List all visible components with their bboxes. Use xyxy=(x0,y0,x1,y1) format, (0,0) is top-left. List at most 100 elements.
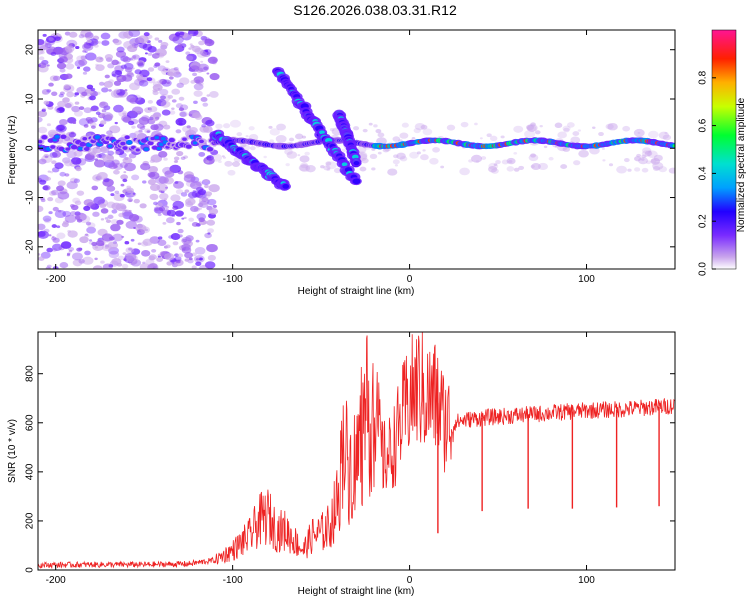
spectral-blob xyxy=(189,43,193,46)
spectral-blob xyxy=(554,145,558,148)
spectral-blob xyxy=(422,149,426,152)
spectral-blob xyxy=(126,187,134,194)
spectral-blob xyxy=(51,243,63,251)
x-tick-label: 0 xyxy=(407,575,413,586)
spectral-blob xyxy=(186,125,191,129)
spectral-blob xyxy=(91,241,98,247)
spectral-blob xyxy=(71,252,83,261)
spectral-blob xyxy=(416,151,421,155)
spectral-blob xyxy=(125,67,133,73)
spectral-blob xyxy=(185,144,192,149)
spectral-blob xyxy=(142,125,146,128)
spectral-blob xyxy=(80,55,87,60)
spectral-blob xyxy=(179,111,187,117)
spectral-blob xyxy=(49,152,58,158)
spectral-blob xyxy=(96,91,101,95)
spectral-blob xyxy=(73,110,83,117)
spectral-blob xyxy=(63,84,70,89)
spectral-blob xyxy=(193,83,204,91)
spectral-blob xyxy=(57,100,67,108)
spectral-blob xyxy=(211,153,223,162)
spectral-blob xyxy=(518,165,525,170)
spectral-blob xyxy=(165,68,169,71)
spectral-blob xyxy=(110,223,121,232)
spectral-blob xyxy=(178,96,185,101)
spectral-blob xyxy=(414,122,426,131)
spectral-blob xyxy=(94,135,101,140)
spectral-blob xyxy=(140,163,151,171)
spectral-blob xyxy=(69,177,78,184)
spectral-blob xyxy=(128,120,135,126)
spectral-blob xyxy=(401,122,409,128)
spectral-blob xyxy=(78,34,85,39)
spectral-blob xyxy=(362,128,368,133)
spectral-blob xyxy=(199,125,210,133)
spectral-blob xyxy=(118,212,125,218)
spectral-blob xyxy=(136,110,141,114)
spectral-blob xyxy=(164,204,168,207)
spectral-blob xyxy=(156,183,168,192)
spectral-blob xyxy=(47,196,54,202)
spectral-blob xyxy=(554,122,563,129)
y-tick-label: 0 xyxy=(25,145,36,151)
spectral-blob xyxy=(195,239,200,243)
spectral-blob xyxy=(194,247,206,255)
spectral-blob xyxy=(128,214,140,222)
spectral-blob xyxy=(101,40,110,46)
spectral-blob xyxy=(179,104,189,111)
spectral-blob xyxy=(184,189,190,193)
spectral-blob xyxy=(177,253,184,258)
spectral-blob xyxy=(48,234,52,237)
spectral-blob xyxy=(98,101,109,109)
spectral-blob xyxy=(638,157,649,165)
spectral-blob xyxy=(51,248,58,252)
spectral-blob xyxy=(59,91,65,96)
spectral-blob xyxy=(107,63,115,69)
spectral-blob xyxy=(592,126,596,129)
spectral-blob xyxy=(136,229,145,235)
spectral-blob xyxy=(352,178,361,185)
spectral-blob xyxy=(78,258,85,264)
spectral-blob xyxy=(114,190,120,194)
spectral-blob xyxy=(97,172,108,180)
spectral-blob xyxy=(38,64,42,68)
spectral-blob xyxy=(647,150,658,158)
spectral-blob xyxy=(147,52,153,56)
spectral-blob xyxy=(573,160,581,166)
y-tick-label: -10 xyxy=(25,190,36,205)
spectral-blob xyxy=(375,129,382,134)
spectral-blob xyxy=(72,259,83,267)
spectral-blob xyxy=(524,130,536,139)
spectral-blob xyxy=(195,258,200,261)
spectral-blob xyxy=(70,204,79,211)
spectral-blob xyxy=(171,88,181,95)
spectral-blob xyxy=(326,168,331,171)
spectral-blob xyxy=(171,107,175,111)
spectral-blob xyxy=(51,236,57,241)
spectral-blob xyxy=(205,119,215,127)
spectral-blob xyxy=(131,174,140,181)
spectral-blob xyxy=(132,38,141,44)
spectral-blob xyxy=(662,134,672,141)
spectral-blob xyxy=(83,124,89,128)
spectral-blob xyxy=(40,198,46,203)
spectral-blob xyxy=(164,205,170,210)
spectral-blob xyxy=(598,131,604,137)
spectral-blob xyxy=(59,118,68,126)
spectral-blob xyxy=(165,244,171,249)
spectral-blob xyxy=(297,154,301,157)
spectral-blob xyxy=(641,158,645,161)
spectral-blob xyxy=(175,103,184,109)
spectral-blob xyxy=(526,125,537,132)
spectral-blob xyxy=(122,56,131,63)
snr-x-label: Height of straight line (km) xyxy=(298,586,415,597)
spectral-blob xyxy=(158,39,163,43)
spectral-blob xyxy=(174,181,179,184)
colorbar-ticks: 0.0 0.2 0.4 0.6 0.8 xyxy=(698,70,716,276)
spectral-blob xyxy=(64,214,77,223)
spectral-blob xyxy=(166,81,171,85)
spectral-blob xyxy=(178,234,183,238)
spectral-blob xyxy=(100,208,109,214)
spectral-blob xyxy=(49,170,54,174)
spectral-blob xyxy=(50,51,57,56)
